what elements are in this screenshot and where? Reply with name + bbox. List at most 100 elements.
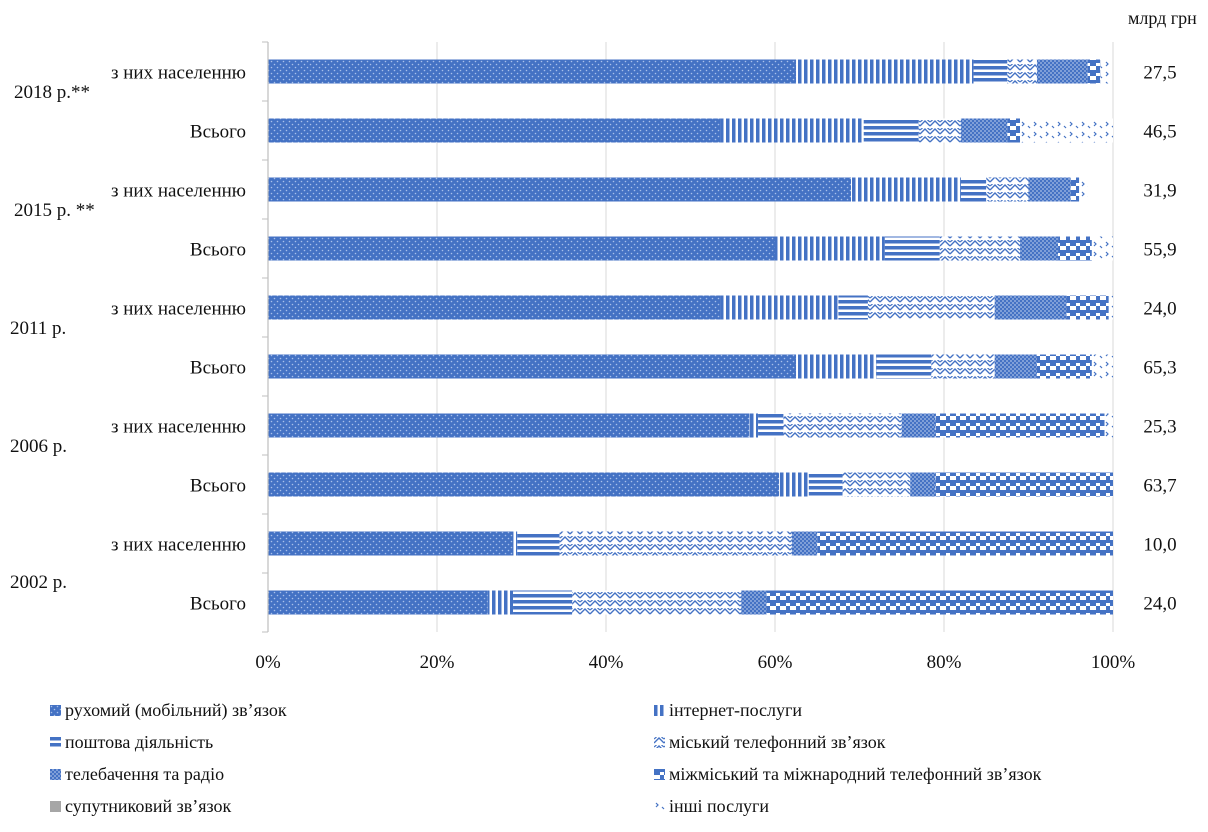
total-value-label: 10,0 — [1143, 535, 1176, 556]
bar-segment — [838, 295, 868, 320]
legend-item: супутниковий зв’язок — [50, 796, 231, 817]
x-tick-label: 20% — [420, 652, 455, 673]
group-year-label: 2002 р. — [10, 572, 67, 593]
legend-swatch — [50, 737, 61, 748]
bar-segment — [572, 590, 742, 615]
y-category-label: Всього — [190, 240, 246, 261]
bar-segment — [876, 354, 932, 379]
bar-segment — [268, 118, 721, 143]
bar-segment — [1091, 236, 1113, 261]
total-value-label: 63,7 — [1143, 476, 1176, 497]
bar-segment — [1020, 236, 1059, 261]
bar-segment — [758, 413, 784, 438]
bar-segment — [1058, 236, 1092, 261]
bar-segment — [1087, 59, 1101, 84]
bar-segment — [817, 531, 1113, 556]
bar-segment — [994, 295, 1067, 320]
bar-segment — [1108, 295, 1113, 320]
group-year-label: 2011 р. — [10, 318, 66, 339]
group-year-label: 2015 р. ** — [14, 200, 95, 221]
bar-segment — [1036, 354, 1092, 379]
bar-segment — [766, 590, 1113, 615]
labels: 0% 20% 40% 60% 80% 100% з них населенню 27,5 Всь… — [10, 63, 1177, 674]
bar-segment — [268, 177, 852, 202]
bar-segment — [749, 413, 759, 438]
legend-swatch — [654, 705, 665, 716]
x-tick-label: 40% — [589, 652, 624, 673]
bar-segment — [741, 590, 767, 615]
legend-swatch — [50, 705, 61, 716]
legend-item: рухомий (мобільний) зв’язок — [50, 700, 287, 721]
bar-segment — [559, 531, 792, 556]
bar-segment — [1070, 177, 1080, 202]
bar-segment — [268, 236, 775, 261]
total-value-label: 65,3 — [1143, 358, 1176, 379]
bar-segment — [268, 295, 721, 320]
group-year-label: 2018 р.** — [14, 82, 90, 103]
axes — [262, 41, 269, 633]
bar-segment — [796, 354, 877, 379]
bar-segment — [268, 472, 780, 497]
bar-segment — [1079, 177, 1088, 202]
y-category-label: з них населенню — [111, 535, 246, 556]
bar-segment — [808, 472, 843, 497]
bar-segment — [842, 472, 911, 497]
legend-swatch — [654, 737, 665, 748]
bar-segment — [1104, 413, 1113, 438]
legend-label: супутниковий зв’язок — [65, 796, 232, 816]
bar-segment — [960, 177, 987, 202]
bar-segment — [901, 413, 936, 438]
legend-item: інші послуги — [654, 796, 769, 817]
bar-segment — [720, 118, 864, 143]
bar-segment — [1036, 59, 1088, 84]
bar-segment — [720, 295, 839, 320]
legend-swatch — [50, 769, 61, 780]
bar-segment — [935, 413, 1105, 438]
y-category-label: Всього — [190, 594, 246, 615]
legend-label: інтернет-послуги — [669, 700, 803, 720]
total-value-label: 55,9 — [1143, 240, 1176, 261]
y-category-label: з них населенню — [111, 299, 246, 320]
bar-segment — [1007, 118, 1021, 143]
bar-segment — [851, 177, 961, 202]
y-category-label: з них населенню — [111, 417, 246, 438]
bar-segment — [935, 472, 1113, 497]
bar-segment — [779, 472, 809, 497]
bar-segment — [268, 59, 797, 84]
bar-segment — [1100, 59, 1109, 84]
legend-swatch — [654, 801, 665, 812]
legend-item: міський телефонний зв’язок — [654, 732, 885, 753]
bar-segment — [517, 531, 560, 556]
total-value-label: 25,3 — [1143, 417, 1176, 438]
bar-segment — [791, 531, 818, 556]
unit-label: млрд грн — [1128, 8, 1197, 28]
bar-segment — [973, 59, 1008, 84]
x-tick-label: 80% — [927, 652, 962, 673]
bar-segment — [1091, 354, 1113, 379]
bar-segment — [867, 295, 995, 320]
total-value-label: 24,0 — [1143, 594, 1176, 615]
total-value-label: 24,0 — [1143, 299, 1176, 320]
legend-item: телебачення та радіо — [50, 764, 224, 785]
stacked-bar-chart: 0% 20% 40% 60% 80% 100% з них населенню 27,5 Всь… — [10, 41, 1177, 674]
bar-segment — [775, 236, 885, 261]
bar-segment — [986, 177, 1029, 202]
legend-label: телебачення та радіо — [65, 764, 225, 784]
bar-segment — [268, 531, 514, 556]
legend-label: поштова діяльність — [65, 732, 214, 752]
x-tick-label: 100% — [1091, 652, 1136, 673]
y-category-label: Всього — [190, 476, 246, 497]
bar-segment — [268, 413, 750, 438]
y-category-label: Всього — [190, 122, 246, 143]
bar-segment — [796, 59, 974, 84]
bar-segment — [960, 118, 1008, 143]
legend-swatch — [654, 769, 665, 780]
bar-segment — [783, 413, 902, 438]
legend-swatch — [50, 801, 61, 812]
bar-segment — [1007, 59, 1037, 84]
y-category-label: з них населенню — [111, 181, 246, 202]
bar-segment — [1020, 118, 1113, 143]
bar-segment — [918, 118, 961, 143]
bar-segment — [268, 590, 488, 615]
legend-item: поштова діяльність — [50, 732, 213, 753]
